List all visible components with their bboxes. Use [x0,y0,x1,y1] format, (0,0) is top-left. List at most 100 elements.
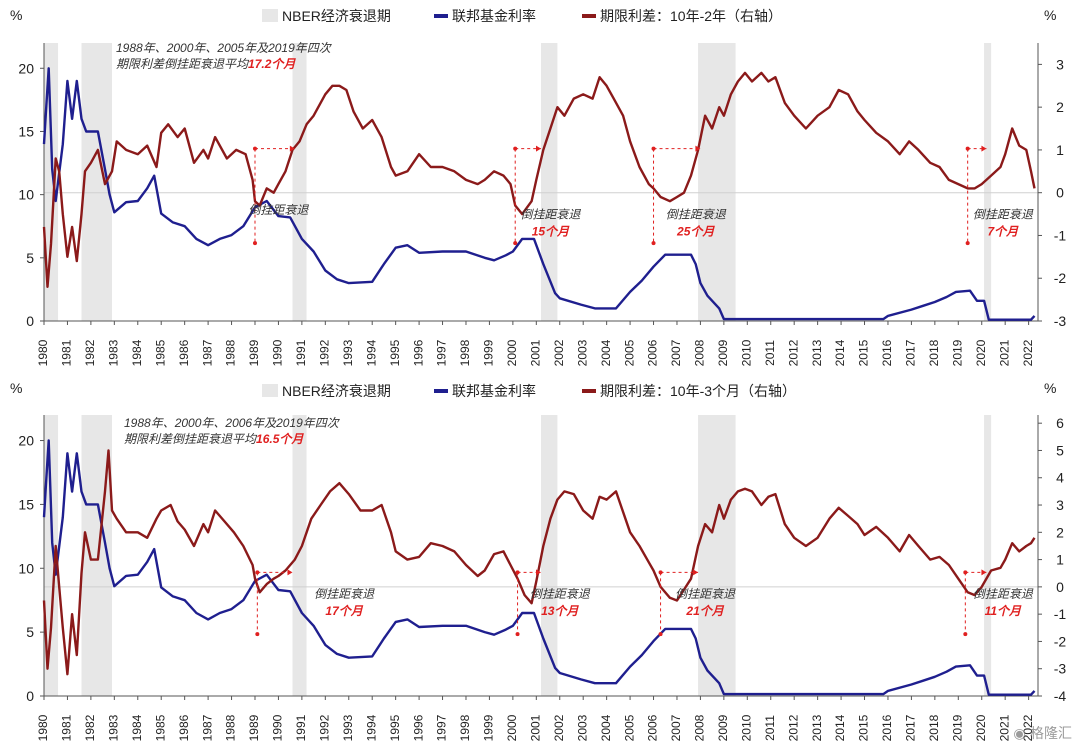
x-tick-label: 2004 [599,714,613,741]
x-tick-label: 1993 [341,339,355,366]
inversion-annotations: 倒挂距衰退 倒挂距衰退 15个月 倒挂距衰退 25个月 倒挂距衰退 7个月 [248,145,1034,246]
legend-label-spread: 期限利差：10年-2年（右轴） [600,8,782,24]
right-tick-label: 0 [1056,185,1064,201]
x-tick-label: 1982 [83,339,97,366]
legend: NBER经济衰退期 联邦基金利率 期限利差：10年-2年（右轴） [262,8,782,24]
watermark-logo-icon: ◉ [1013,726,1026,742]
right-tick-label: 3 [1056,56,1064,72]
annotation-dot [252,241,257,246]
right-tick-label: 4 [1056,470,1064,486]
annotation-dot [255,632,260,637]
annotation-dot [658,570,663,575]
x-tick-label: 1981 [60,714,74,741]
x-tick-label: 2011 [763,340,777,366]
annotation-arrow-icon [289,145,295,152]
x-tick-label: 1996 [411,339,425,366]
x-tick-label: 1995 [388,714,402,741]
left-tick-label: 5 [26,250,34,266]
x-tick-label: 1998 [458,714,472,741]
annotation-dot [651,241,656,246]
left-tick-label: 0 [26,688,34,704]
x-tick-label: 2013 [810,339,824,366]
annotation-label: 倒挂距衰退 [248,203,309,217]
annotation-arrow-icon [981,145,987,152]
x-tick-label: 1997 [435,339,449,366]
x-tick-label: 1986 [177,714,191,741]
annotation-months: 11个月 [985,604,1022,618]
left-tick-label: 15 [18,123,34,139]
recession-band [44,43,59,321]
note-average-months: 16.5个月 [256,432,304,446]
inversion-note: 1988年、2000年、2005年及2019年四次期限利差倒挂距衰退平均17.2… [116,41,333,71]
inversion-annotations: 倒挂距衰退 17个月 倒挂距衰退 13个月 倒挂距衰退 21个月 倒挂距衰退 11个月 [255,569,1034,637]
left-tick-label: 10 [18,187,34,203]
annotation-arrow-icon [981,569,987,576]
x-tick-label: 2010 [739,339,753,366]
term-spread-line [42,71,1036,288]
x-tick-label: 2000 [505,339,519,366]
annotation-months: 25个月 [676,224,715,238]
recession-band [984,415,992,696]
x-tick-label: 1989 [247,714,261,741]
x-tick-label: 2002 [552,339,566,366]
annotation-dot [963,570,968,575]
x-tick-label: 1990 [271,339,285,366]
x-tick-label: 2011 [763,715,777,741]
legend-label-recession: NBER经济衰退期 [282,383,391,399]
annotation-arrow-icon [287,569,293,576]
legend-label-spread: 期限利差：10年-3个月（右轴） [600,383,796,399]
annotation-months: 13个月 [541,604,579,618]
right-tick-label: 5 [1056,442,1064,458]
recession-band [292,415,307,696]
annotation-months: 15个月 [532,224,570,238]
x-tick-label: 2007 [669,339,683,366]
x-tick-label: 2006 [646,339,660,366]
legend-label-fed-funds: 联邦基金利率 [452,383,536,399]
recession-band [541,43,558,321]
right-tick-label: -3 [1054,661,1067,677]
x-tick-label: 2009 [716,714,730,741]
annotation-arrow-icon [695,145,701,152]
x-tick-label: 2022 [1021,339,1035,366]
left-axis-unit: % [10,7,22,23]
recession-band [698,43,736,321]
legend-label-recession: NBER经济衰退期 [282,8,391,24]
annotation-arrow-icon [693,569,699,576]
note-line-2: 期限利差倒挂距衰退平均17.2个月 [116,57,296,71]
x-tick-label: 1982 [83,714,97,741]
x-tick-label: 2016 [880,339,894,366]
x-tick-label: 1983 [107,339,121,366]
x-tick-label: 2018 [927,714,941,741]
right-tick-label: -2 [1054,270,1067,286]
annotation-dot [965,146,970,151]
x-tick-label: 2004 [599,339,613,366]
x-tick-label: 2001 [528,339,542,366]
inversion-note: 1988年、2000年、2006年及2019年四次期限利差倒挂距衰退平均16.5… [124,416,341,446]
watermark-text: 格隆汇 [1030,726,1072,742]
x-tick-label: 2008 [693,714,707,741]
annotation-label: 倒挂距衰退 [973,207,1034,221]
x-tick-label: 2014 [833,339,847,366]
x-tick-label: 2010 [739,714,753,741]
x-tick-label: 1998 [458,339,472,366]
x-tick-label: 2005 [622,339,636,366]
x-tick-label: 2019 [950,339,964,366]
right-tick-label: 2 [1056,524,1064,540]
x-tick-label: 1999 [482,339,496,366]
x-tick-label: 1992 [317,714,331,741]
recession-band [984,43,992,321]
x-tick-label: 2000 [505,714,519,741]
x-tick-label: 2020 [974,714,988,741]
annotation-months: 7个月 [987,224,1019,238]
annotation-dot [963,632,968,637]
x-tick-label: 1993 [341,714,355,741]
annotation-dot [658,632,663,637]
x-tick-label: 1996 [411,714,425,741]
x-tick-label: 2021 [997,714,1011,741]
right-tick-label: 0 [1056,579,1064,595]
x-tick-label: 2020 [974,339,988,366]
left-tick-label: 20 [18,60,34,76]
x-tick-label: 2014 [833,714,847,741]
x-tick-label: 2013 [810,714,824,741]
